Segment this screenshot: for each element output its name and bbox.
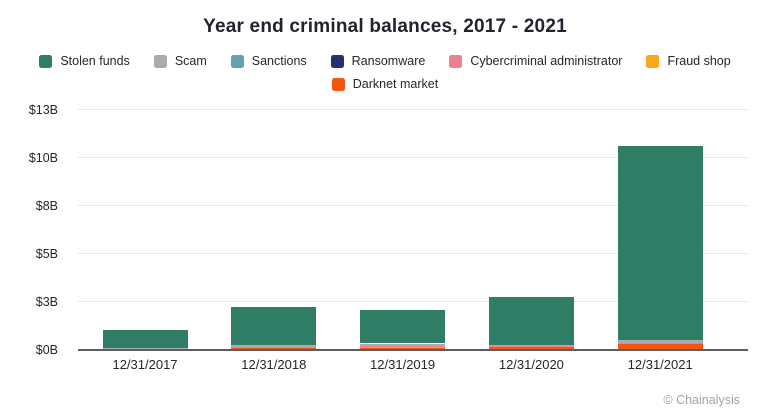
bar-segment-scam bbox=[231, 344, 317, 347]
legend-item-stolen-funds: Stolen funds bbox=[39, 54, 130, 68]
gridline bbox=[78, 109, 748, 111]
legend-label-cybercriminal-administrator: Cybercriminal administrator bbox=[470, 54, 623, 68]
x-tick-label: 12/31/2017 bbox=[112, 357, 178, 372]
legend-label-scam: Scam bbox=[174, 54, 207, 68]
bar-segment-scam bbox=[360, 343, 446, 346]
x-tick-label: 12/31/2020 bbox=[498, 357, 564, 372]
legend-item-sanctions: Sanctions bbox=[230, 54, 307, 68]
bar-segment-scam bbox=[617, 340, 703, 343]
legend-item-darknet-market: Darknet market bbox=[331, 77, 439, 91]
bar-segment-cybercriminal-administrator bbox=[102, 348, 188, 350]
legend-row-1: Stolen funds Scam Sanctions Ransomware Cyber… bbox=[0, 54, 770, 68]
legend-row-2: Darknet market bbox=[0, 77, 770, 91]
plot-area: 12/31/2017 12/31/2018 12/31/2019 12/31/2020… bbox=[78, 97, 748, 372]
x-tick-label: 12/31/2018 bbox=[241, 357, 307, 372]
stolen-funds-swatch-icon bbox=[39, 54, 53, 68]
y-tick-label: $0B bbox=[35, 343, 58, 357]
legend-item-fraud-shop: Fraud shop bbox=[646, 54, 731, 68]
chart-title: Year end criminal balances, 2017 - 2021 bbox=[203, 16, 567, 37]
legend-label-darknet-market: Darknet market bbox=[352, 77, 439, 91]
fraud-shop-swatch-icon bbox=[646, 54, 660, 68]
gridline bbox=[78, 301, 748, 303]
y-tick-label: $8B bbox=[35, 199, 58, 214]
ransomware-swatch-icon bbox=[330, 54, 344, 68]
bar-segment-stolen-funds bbox=[360, 309, 446, 344]
legend-label-sanctions: Sanctions bbox=[251, 54, 307, 68]
bar-segment-darknet-market bbox=[488, 346, 574, 350]
y-axis-labels: $0B $3B $5B $8B $10B $13B bbox=[0, 97, 58, 357]
bar-segment-darknet-market bbox=[617, 343, 703, 350]
scam-swatch-icon bbox=[153, 54, 167, 68]
x-tick-label: 12/31/2019 bbox=[370, 357, 436, 372]
bar-segment-fraud-shop bbox=[360, 346, 446, 348]
bar-segment-stolen-funds bbox=[102, 329, 188, 348]
legend-item-ransomware: Ransomware bbox=[330, 54, 426, 68]
y-tick-label: $10B bbox=[28, 151, 58, 166]
gridline bbox=[78, 157, 748, 159]
y-tick-label: $3B bbox=[35, 295, 58, 310]
legend-label-stolen-funds: Stolen funds bbox=[60, 54, 130, 68]
bar-segment-scam bbox=[488, 344, 574, 346]
y-tick-label: $5B bbox=[35, 247, 58, 262]
cybercriminal-administrator-swatch-icon bbox=[449, 54, 463, 68]
legend-label-fraud-shop: Fraud shop bbox=[667, 54, 731, 68]
gridline bbox=[78, 253, 748, 255]
bar-segment-stolen-funds bbox=[617, 145, 703, 341]
legend-item-scam: Scam bbox=[153, 54, 207, 68]
gridline bbox=[78, 205, 748, 207]
y-tick-label: $13B bbox=[28, 103, 58, 118]
bar-segment-stolen-funds bbox=[231, 307, 317, 345]
legend-item-cybercriminal-administrator: Cybercriminal administrator bbox=[449, 54, 622, 68]
bar-segment-cybercriminal-administrator bbox=[617, 342, 703, 344]
x-tick-label: 12/31/2021 bbox=[627, 357, 693, 372]
x-axis-line bbox=[78, 349, 748, 351]
bar-segment-stolen-funds bbox=[488, 296, 574, 345]
legend-label-ransomware: Ransomware bbox=[351, 54, 426, 68]
sanctions-swatch-icon bbox=[230, 54, 244, 68]
bar-segment-darknet-market bbox=[360, 347, 446, 350]
bar-segment-darknet-market bbox=[231, 347, 317, 350]
chart-credit: © Chainalysis bbox=[663, 393, 740, 407]
darknet-market-swatch-icon bbox=[331, 77, 345, 91]
